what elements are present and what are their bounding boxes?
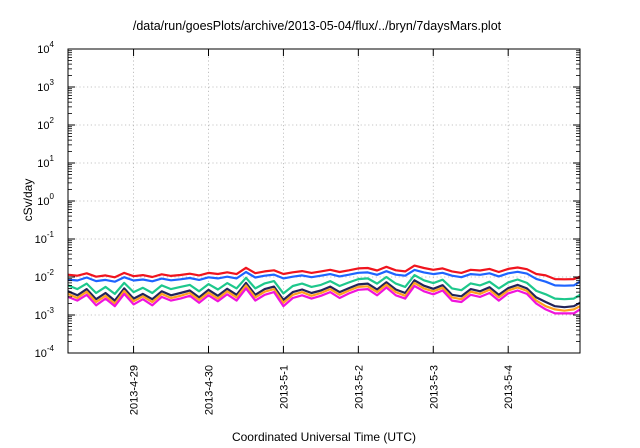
series-line-2 <box>67 268 581 287</box>
y-tick-label: 10-3 <box>35 306 55 322</box>
series-line-6 <box>67 284 581 315</box>
y-axis-label: cSv/day <box>21 179 35 222</box>
x-tick-label: 2013-4-29 <box>129 365 141 415</box>
series-line-1 <box>67 264 581 281</box>
x-tick-labels: 2013-4-29 2013-4-30 2013-5-1 2013-5-2 2013-5… <box>129 365 516 415</box>
x-tick-label: 2013-4-30 <box>203 365 215 415</box>
y-tick-labels: 10-4 10-3 10-2 10-1 100 101 102 103 104 <box>35 40 55 360</box>
series-group <box>67 264 581 315</box>
y-tick-label: 101 <box>37 154 54 170</box>
x-tick-label: 2013-5-1 <box>278 365 290 409</box>
x-tick-label: 2013-5-4 <box>503 365 515 409</box>
y-tick-label: 10-2 <box>35 268 55 284</box>
axis-ticks <box>68 48 580 354</box>
y-tick-label: 104 <box>37 40 54 56</box>
series-line-4 <box>67 279 581 309</box>
y-tick-label: 10-4 <box>35 344 55 360</box>
y-tick-label: 102 <box>37 116 54 132</box>
y-tick-label: 100 <box>37 192 54 208</box>
y-tick-label: 10-1 <box>35 230 55 246</box>
series-line-3 <box>67 274 581 301</box>
chart-title: /data/run/goesPlots/archive/2013-05-04/f… <box>133 19 502 33</box>
x-axis-label: Coordinated Universal Time (UTC) <box>232 430 416 444</box>
grid <box>68 49 580 353</box>
x-tick-label: 2013-5-2 <box>353 365 365 409</box>
x-tick-label: 2013-5-3 <box>428 365 440 409</box>
series-line-5 <box>67 281 581 312</box>
y-tick-label: 103 <box>37 78 54 94</box>
